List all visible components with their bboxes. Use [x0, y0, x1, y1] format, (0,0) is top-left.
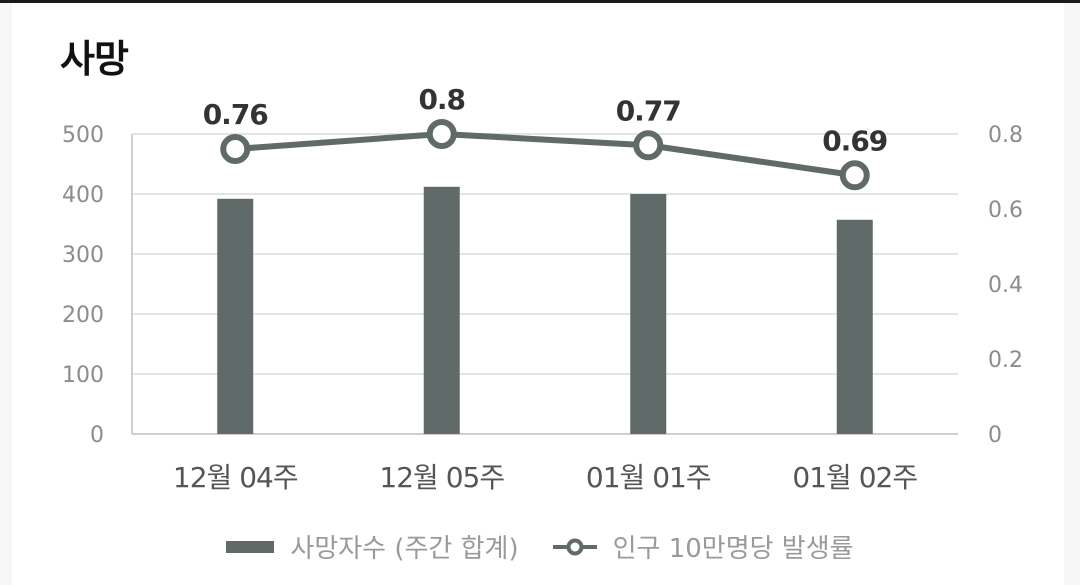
data-label: 0.69: [822, 124, 887, 157]
bar: [836, 219, 873, 434]
line-point: [633, 130, 664, 161]
x-tick-label: 12월 04주: [173, 461, 298, 494]
legend-item-line: 인구 10만명당 발생률: [552, 528, 854, 565]
bar: [217, 198, 254, 434]
y-right-tick-label: 0.2: [988, 348, 1023, 373]
y-left-tick-label: 0: [90, 423, 104, 448]
y-right-tick-label: 0.6: [988, 198, 1023, 223]
chart-card: [12, 3, 1064, 585]
top-border: [0, 0, 1080, 3]
y-right-tick-label: 0: [988, 423, 1002, 448]
legend-bar-swatch: [226, 540, 275, 553]
line-point: [839, 160, 870, 191]
y-left-tick-label: 200: [62, 303, 104, 328]
y-left-tick-label: 500: [62, 123, 104, 148]
legend-label-bar: 사망자수 (주간 합계): [290, 534, 519, 564]
line-point: [220, 134, 251, 164]
data-label: 0.8: [418, 83, 465, 116]
legend-line-swatch: [552, 538, 597, 555]
line-point: [426, 119, 457, 149]
data-label: 0.76: [203, 98, 268, 131]
x-tick-label: 01월 01주: [586, 461, 711, 494]
y-right-tick-label: 0.8: [988, 123, 1023, 148]
x-tick-label: 12월 05주: [379, 461, 504, 494]
x-tick-label: 01월 02주: [792, 461, 917, 494]
bar: [630, 194, 667, 434]
legend-item-bar: 사망자수 (주간 합계): [226, 528, 519, 565]
y-left-tick-label: 100: [62, 363, 104, 388]
line-series: [235, 131, 856, 179]
data-label: 0.77: [616, 94, 681, 127]
y-right-tick-label: 0.4: [988, 273, 1023, 298]
y-left-tick-label: 300: [62, 243, 104, 268]
bar: [423, 186, 460, 434]
chart-title: 사망: [60, 37, 129, 81]
legend-label-line: 인구 10만명당 발생률: [612, 534, 854, 564]
legend: 사망자수 (주간 합계) 인구 10만명당 발생률: [0, 528, 1080, 565]
y-left-tick-label: 400: [62, 183, 104, 208]
